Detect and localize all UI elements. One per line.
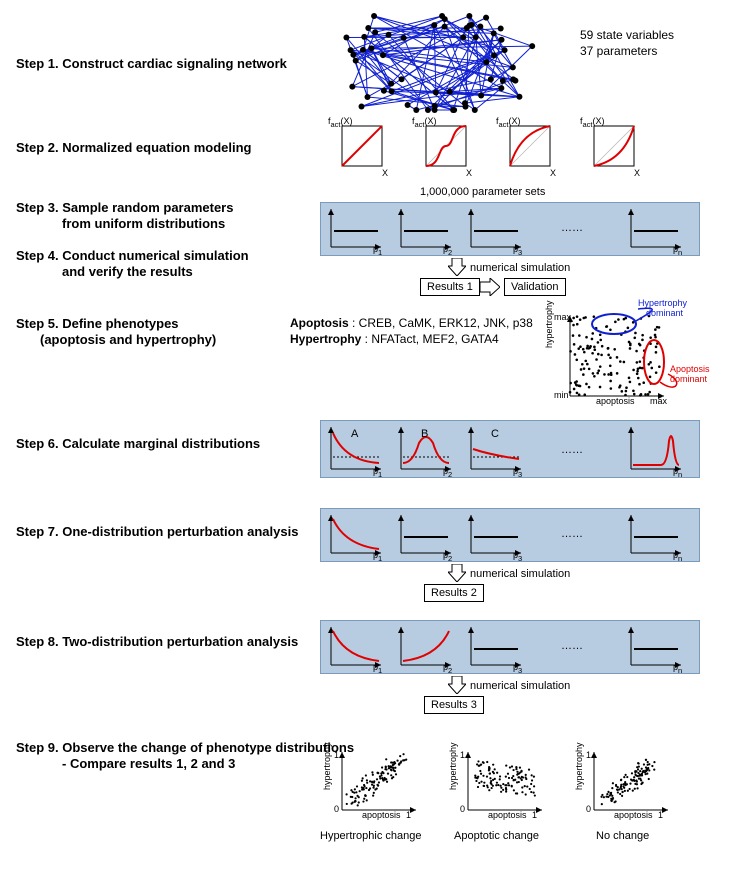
svg-text:……: ……	[561, 444, 583, 456]
marginal-panel: A B C …… p1 p2 p3 pn	[320, 420, 700, 478]
phenotype-scatter: hypertrophy apoptosis min max max Hypert…	[542, 304, 712, 414]
network-params: 37 parameters	[580, 44, 657, 58]
step3-label-a: Step 3. Sample random parameters	[16, 200, 233, 215]
twodist-panel: …… p1 p2 p3 pn	[320, 620, 700, 674]
x-label: X	[382, 168, 388, 178]
step4-label-a: Step 4. Conduct numerical simulation	[16, 248, 249, 263]
svg-text:……: ……	[561, 528, 583, 540]
paramsets-label: 1,000,000 parameter sets	[420, 186, 545, 198]
step3-label-b: from uniform distributions	[62, 216, 225, 231]
step7-label: Step 7. One-distribution perturbation an…	[16, 524, 298, 539]
scatter-nochange: hypertrophy apoptosis 0 1 1	[576, 744, 676, 824]
onedist-panel: …… p1 p2 p3 pn	[320, 508, 700, 562]
fact-arg: (X)	[341, 116, 353, 126]
fact-box-1: fact(X) X	[332, 120, 388, 176]
step2-label: Step 2. Normalized equation modeling	[16, 140, 251, 155]
step5-label-a: Step 5. Define phenotypes	[16, 316, 179, 331]
hyp-def: Hypertrophy : NFATact, MEF2, GATA4	[290, 332, 499, 346]
apop-def: Apoptosis : CREB, CaMK, ERK12, JNK, p38	[290, 316, 533, 330]
down-arrow-icon	[448, 676, 466, 694]
fact-box-2: fact(X) X	[416, 120, 472, 176]
caption-nochange: No change	[596, 830, 649, 842]
svg-text:……: ……	[561, 222, 583, 234]
step1-label: Step 1. Construct cardiac signaling netw…	[16, 56, 287, 71]
down-arrow-icon	[448, 258, 466, 276]
y-axis-label: hypertrophy	[544, 300, 554, 348]
svg-text:B: B	[421, 428, 428, 440]
network-diagram	[310, 8, 570, 118]
step4-label-b: and verify the results	[62, 264, 193, 279]
hyp-dom-label: Hypertrophy	[638, 298, 687, 308]
results1-box: Results 1	[420, 278, 480, 296]
svg-text:……: ……	[561, 640, 583, 652]
numsim-label-2: numerical simulation	[470, 568, 570, 580]
svg-text:A: A	[351, 428, 359, 440]
x-axis-label: apoptosis	[596, 396, 635, 406]
fact-box-3: fact(X) X	[500, 120, 556, 176]
step9-label-a: Step 9. Observe the change of phenotype …	[16, 740, 354, 755]
numsim-label-3: numerical simulation	[470, 680, 570, 692]
step9-label-b: - Compare results 1, 2 and 3	[62, 756, 235, 771]
step5-label-b: (apoptosis and hypertrophy)	[40, 332, 216, 347]
scatter-apoptotic: hypertrophy apoptosis 0 1 1	[450, 744, 550, 824]
down-arrow-icon	[448, 564, 466, 582]
scatter-hypertrophic: hypertrophy apoptosis 0 1 1	[324, 744, 424, 824]
svg-text:C: C	[491, 428, 499, 440]
caption-hyp: Hypertrophic change	[320, 830, 422, 842]
numsim-label-1: numerical simulation	[470, 262, 570, 274]
fact-box-4: fact(X) X	[584, 120, 640, 176]
caption-apop: Apoptotic change	[454, 830, 539, 842]
results2-box: Results 2	[424, 584, 484, 602]
validation-box: Validation	[504, 278, 566, 296]
results3-box: Results 3	[424, 696, 484, 714]
uniform-panel: …… p1 p2 p3 pn	[320, 202, 700, 256]
right-arrow-icon	[480, 278, 500, 296]
fact-sub: act	[331, 120, 341, 129]
step8-label: Step 8. Two-distribution perturbation an…	[16, 634, 298, 649]
apop-dom-label: Apoptosis	[670, 364, 710, 374]
step6-label: Step 6. Calculate marginal distributions	[16, 436, 260, 451]
network-vars: 59 state variables	[580, 28, 674, 42]
